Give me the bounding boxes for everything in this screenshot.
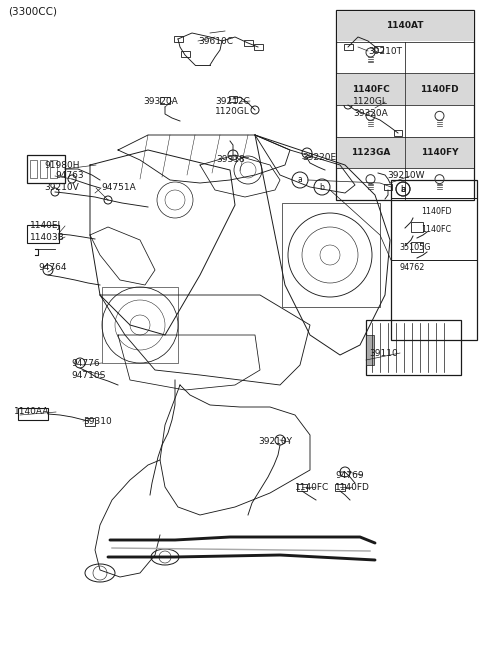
Bar — [336, 10, 473, 41]
Bar — [85, 418, 95, 426]
Text: 1140AA: 1140AA — [14, 407, 49, 417]
Bar — [18, 408, 48, 420]
Bar — [411, 242, 423, 252]
Text: 39318: 39318 — [216, 155, 245, 164]
Bar — [366, 335, 374, 365]
Bar — [373, 46, 383, 52]
Bar — [253, 44, 263, 50]
Text: 1140FC: 1140FC — [295, 483, 329, 491]
Bar — [30, 160, 37, 178]
Text: 39610C: 39610C — [198, 37, 233, 45]
Text: 11403B: 11403B — [30, 233, 65, 242]
Bar — [336, 10, 474, 200]
Text: 39210V: 39210V — [44, 183, 79, 193]
Text: 39320A: 39320A — [353, 109, 388, 117]
Text: 1140FY: 1140FY — [421, 148, 458, 157]
Bar — [40, 160, 47, 178]
Bar — [344, 44, 352, 50]
Text: 91980H: 91980H — [44, 160, 80, 170]
Text: 1140FD: 1140FD — [335, 483, 370, 491]
Bar — [229, 96, 237, 102]
Bar — [282, 203, 380, 307]
Bar — [366, 320, 461, 375]
Text: 1140AT: 1140AT — [386, 22, 424, 30]
Bar — [102, 287, 178, 363]
Bar — [406, 137, 473, 168]
Bar — [384, 184, 392, 190]
Text: 1120GL: 1120GL — [353, 98, 388, 107]
Text: b: b — [320, 183, 324, 191]
Text: 1140FC: 1140FC — [352, 84, 389, 94]
Text: 1123GA: 1123GA — [351, 148, 390, 157]
Text: 1140EJ: 1140EJ — [30, 221, 61, 231]
Text: 35105G: 35105G — [399, 244, 431, 252]
Bar — [27, 155, 65, 183]
Bar — [180, 51, 190, 57]
Text: 94762: 94762 — [399, 263, 424, 272]
Text: 39310: 39310 — [83, 417, 112, 426]
Text: 1140FC: 1140FC — [421, 225, 451, 234]
Text: 94764: 94764 — [38, 263, 67, 272]
Bar — [406, 74, 473, 105]
Text: 39210T: 39210T — [368, 47, 402, 56]
Text: 39320A: 39320A — [143, 96, 178, 105]
Bar — [336, 137, 405, 168]
Bar — [243, 40, 252, 46]
Text: 94751A: 94751A — [101, 183, 136, 193]
Bar — [411, 222, 423, 232]
Text: (3300CC): (3300CC) — [8, 7, 57, 17]
Text: 39110: 39110 — [369, 348, 398, 358]
Bar — [335, 483, 345, 491]
Text: b: b — [400, 185, 406, 193]
Bar — [50, 160, 57, 178]
Text: 39220E: 39220E — [302, 153, 336, 162]
Text: 39210Y: 39210Y — [258, 438, 292, 447]
Bar — [394, 130, 402, 136]
Bar — [173, 36, 182, 42]
Text: 94710S: 94710S — [71, 371, 106, 379]
Text: 1120GL: 1120GL — [215, 107, 250, 117]
Bar — [297, 483, 307, 491]
Bar — [391, 180, 477, 340]
Text: 94763: 94763 — [55, 172, 84, 181]
Text: 94769: 94769 — [335, 470, 364, 479]
Text: 39210W: 39210W — [387, 172, 424, 181]
Text: 39212C: 39212C — [215, 96, 250, 105]
Text: 1140FD: 1140FD — [420, 84, 459, 94]
Text: a: a — [298, 176, 302, 185]
Bar — [336, 74, 405, 105]
Bar — [27, 225, 59, 243]
Text: 94776: 94776 — [71, 358, 100, 367]
Bar — [160, 96, 170, 103]
Text: 1140FD: 1140FD — [421, 208, 452, 217]
Text: a: a — [400, 185, 406, 193]
